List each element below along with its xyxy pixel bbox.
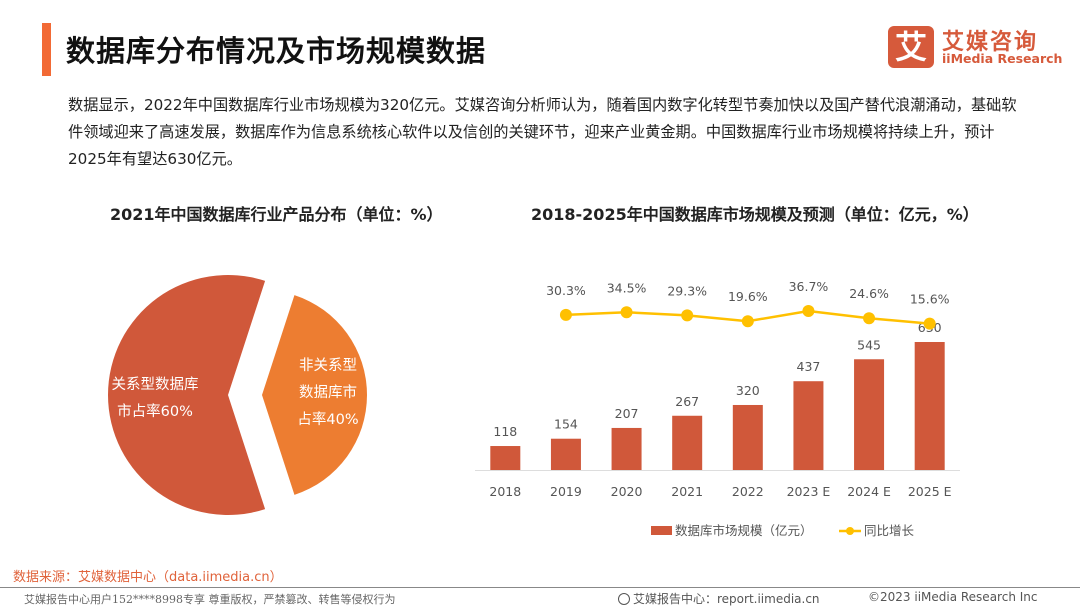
growth-point (620, 306, 633, 319)
bar-value-label: 207 (615, 406, 639, 421)
bar-2021 (672, 415, 703, 470)
legend-line-marker (846, 527, 854, 535)
growth-value-label: 15.6% (910, 292, 950, 307)
report-center-link[interactable]: 艾媒报告中心：report.iimedia.cn (633, 592, 820, 606)
pie-label-nonrelational: 非关系型 (299, 357, 357, 374)
bar-value-label: 267 (675, 394, 699, 409)
legend-line-label: 同比增长 (864, 523, 915, 538)
x-tick-label: 2023 E (787, 484, 831, 499)
pie-slice-nonrelational (262, 295, 367, 495)
data-source: 数据来源：艾媒数据中心（data.iimedia.cn） (13, 570, 283, 585)
x-tick-label: 2020 (611, 484, 643, 499)
pie-label-relational: 关系型数据库 (112, 376, 199, 393)
bar-2025e (914, 342, 945, 470)
bar-value-label: 118 (493, 424, 517, 439)
pie-label-nonrelational: 数据库市 (299, 384, 357, 401)
pie-label-relational: 市占率60% (117, 403, 193, 420)
growth-value-label: 36.7% (789, 279, 829, 294)
x-tick-label: 2018 (489, 484, 521, 499)
x-tick-label: 2025 E (908, 484, 952, 499)
summary-paragraph: 数据显示，2022年中国数据库行业市场规模为320亿元。艾媒咨询分析师认为，随着… (68, 96, 1017, 168)
pie-slice-relational (108, 275, 266, 515)
x-tick-label: 2022 (732, 484, 764, 499)
growth-point (681, 309, 694, 322)
growth-value-label: 30.3% (546, 283, 586, 298)
bar-value-label: 320 (736, 383, 760, 398)
growth-point (802, 304, 815, 317)
logo-cn-text: 艾媒咨询 (942, 30, 1039, 55)
growth-point (863, 312, 876, 325)
copyright: ©2023 iiMedia Research Inc (868, 590, 1038, 604)
growth-point (741, 315, 754, 328)
pie-label-nonrelational: 占率40% (297, 411, 358, 428)
x-tick-label: 2021 (671, 484, 703, 499)
logo-mark-icon: 艾 (888, 26, 934, 68)
growth-value-label: 24.6% (849, 286, 889, 301)
pie-chart-title: 2021年中国数据库行业产品分布（单位：%） (110, 205, 443, 224)
bar-2018 (490, 446, 521, 470)
growth-value-label: 29.3% (667, 283, 707, 298)
x-tick-label: 2024 E (847, 484, 891, 499)
page-title: 数据库分布情况及市场规模数据 (66, 34, 487, 68)
legend-bar-swatch (651, 526, 672, 535)
copyright-notice: 艾媒报告中心用户152****8998专享 尊重版权，严禁篡改、转售等侵权行为 (24, 593, 396, 606)
bar-2023e (793, 381, 824, 470)
logo-en-text: iiMedia Research (942, 51, 1063, 66)
footer-divider (0, 587, 1080, 588)
bar-chart-title: 2018-2025年中国数据库市场规模及预测（单位：亿元，%） (531, 205, 979, 224)
bar-value-label: 437 (797, 359, 821, 374)
growth-point (923, 317, 936, 330)
bar-2024e (854, 359, 885, 470)
bar-2019 (550, 438, 581, 470)
bar-value-label: 154 (554, 417, 578, 432)
growth-value-label: 19.6% (728, 289, 768, 304)
growth-point (559, 308, 572, 321)
title-accent-bar (42, 23, 51, 76)
globe-icon (618, 593, 630, 605)
growth-value-label: 34.5% (607, 280, 647, 295)
bar-2022 (732, 404, 763, 470)
iimedia-logo: 艾 艾媒咨询 iiMedia Research (888, 26, 1068, 70)
report-center: 艾媒报告中心：report.iimedia.cn (618, 590, 820, 607)
bar-value-label: 545 (857, 337, 881, 352)
legend-bar-label: 数据库市场规模（亿元） (675, 523, 813, 538)
x-tick-label: 2019 (550, 484, 582, 499)
bar-2020 (611, 427, 642, 470)
